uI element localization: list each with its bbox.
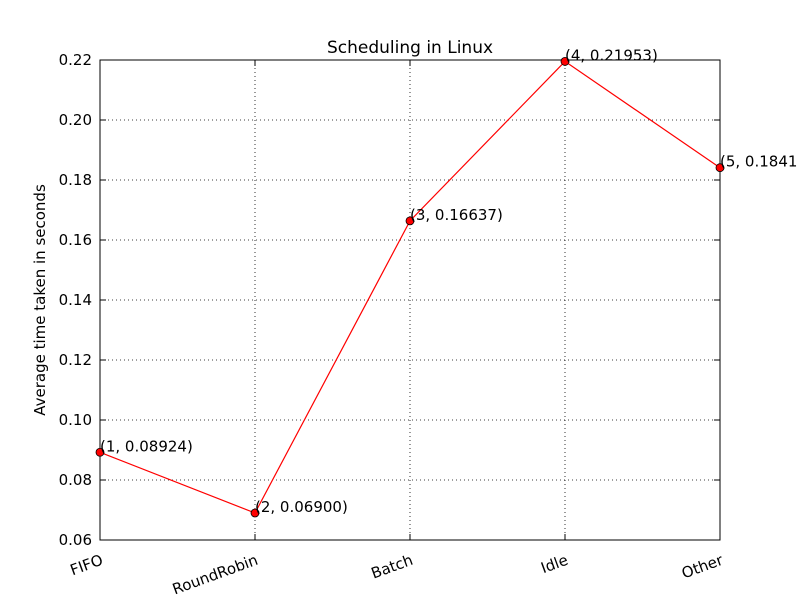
data-markers xyxy=(95,57,725,518)
data-label: (2, 0.06900) xyxy=(255,498,348,516)
y-tick-label: 0.10 xyxy=(59,411,92,429)
chart-title: Scheduling in Linux xyxy=(327,38,493,58)
data-point xyxy=(95,447,105,457)
y-tick-label: 0.08 xyxy=(59,471,92,489)
y-tick-label: 0.14 xyxy=(59,291,92,309)
data-labels: (1, 0.08924) (2, 0.06900) (3, 0.16637) (4, … xyxy=(100,46,797,516)
y-tick-label: 0.18 xyxy=(59,171,92,189)
data-point xyxy=(560,57,570,66)
data-label: (3, 0.16637) xyxy=(410,206,503,224)
y-tick-label: 0.12 xyxy=(59,351,92,369)
y-tick-label: 0.20 xyxy=(59,111,92,129)
data-label: (5, 0.1841 xyxy=(720,153,797,171)
y-tick-label: 0.06 xyxy=(59,531,92,549)
axis-ticks: 0.060.080.100.120.140.160.180.200.22FIFO… xyxy=(59,51,727,598)
y-tick-label: 0.22 xyxy=(59,51,92,69)
grid xyxy=(100,60,720,540)
data-point xyxy=(715,163,725,173)
data-label: (1, 0.08924) xyxy=(100,437,193,455)
data-point xyxy=(405,216,415,226)
data-point xyxy=(250,508,260,518)
data-label: (4, 0.21953) xyxy=(565,46,658,64)
y-tick-label: 0.16 xyxy=(59,231,92,249)
y-axis-label: Average time taken in seconds xyxy=(31,184,49,416)
